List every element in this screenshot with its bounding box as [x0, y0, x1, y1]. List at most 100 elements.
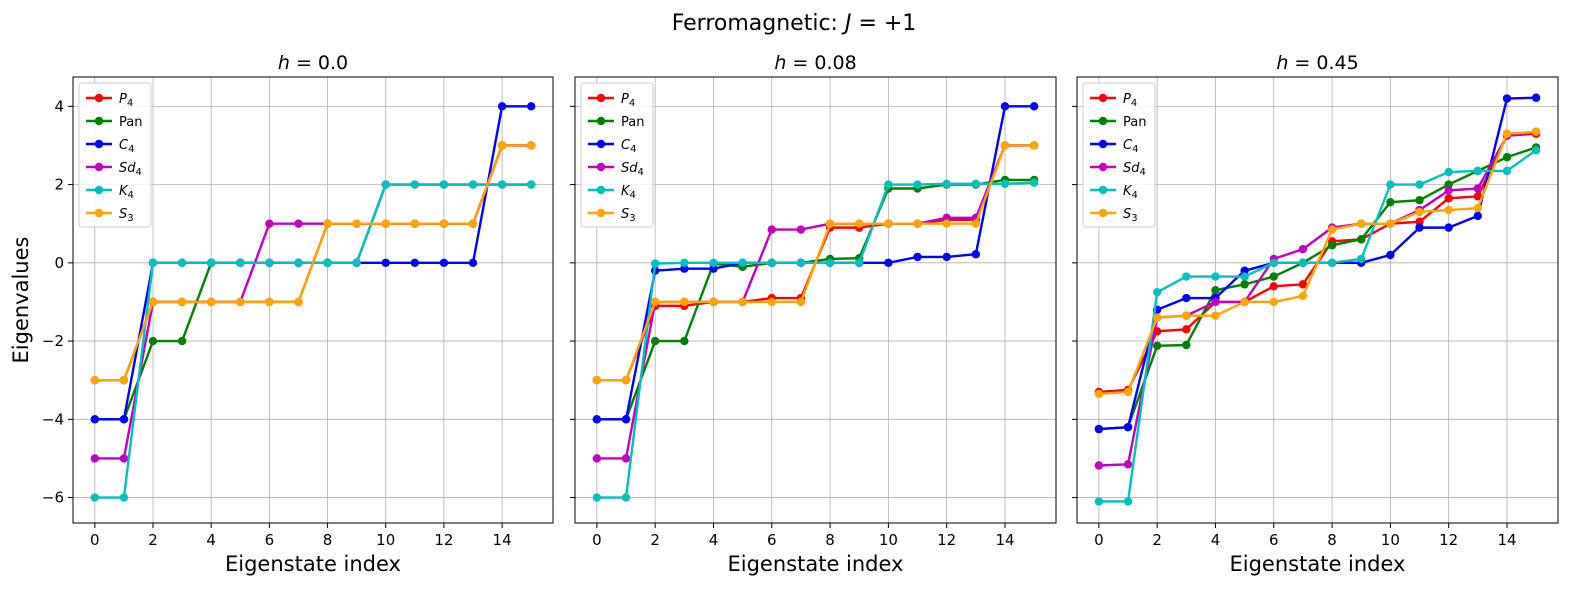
data-point [148, 258, 158, 268]
data-point [650, 297, 660, 307]
data-point [709, 258, 718, 268]
data-point [1211, 297, 1220, 307]
data-point [1298, 244, 1308, 254]
x-tick-label: 2 [650, 531, 660, 549]
data-point [119, 493, 129, 502]
x-tick-label: 8 [1327, 531, 1337, 549]
data-point [1444, 205, 1453, 215]
x-tick-label: 10 [879, 531, 898, 549]
data-point [884, 180, 893, 189]
data-point [650, 336, 660, 346]
data-point [177, 297, 187, 307]
x-tick-label: 4 [1211, 531, 1221, 549]
data-point [1298, 291, 1308, 301]
legend-marker [1098, 139, 1108, 149]
data-point [468, 180, 478, 189]
data-point [1386, 250, 1395, 260]
data-point [1000, 102, 1010, 111]
data-point [1000, 141, 1010, 150]
legend-marker [94, 116, 104, 126]
data-point [1531, 127, 1541, 136]
axes-frame [1076, 76, 1559, 524]
legend-marker [94, 93, 104, 103]
legend-marker [1098, 93, 1108, 103]
data-point [1415, 217, 1424, 226]
legend-item: P4 [1090, 92, 1137, 109]
legend-marker [596, 116, 606, 126]
data-point [621, 376, 631, 385]
data-point [1415, 207, 1424, 217]
series-line-s3 [596, 144, 1035, 382]
data-point [323, 258, 332, 268]
data-point [971, 179, 981, 189]
series-line-s3 [1098, 130, 1537, 396]
data-point [884, 258, 893, 268]
data-point [592, 454, 602, 463]
data-point [1415, 180, 1424, 189]
data-point [1240, 297, 1249, 307]
data-point [1444, 186, 1453, 195]
data-point [177, 336, 187, 346]
data-point [1269, 258, 1278, 268]
data-point [1386, 197, 1395, 207]
y-tick-label: −2 [42, 332, 64, 350]
data-point [680, 258, 689, 268]
data-point [1211, 286, 1220, 295]
x-tick-label: 0 [1094, 531, 1104, 549]
data-point [1444, 223, 1453, 232]
legend-item: Sd4 [86, 161, 142, 178]
data-point [1094, 424, 1104, 434]
data-point [796, 297, 806, 307]
x-tick-label: 6 [265, 531, 275, 549]
legend-marker [94, 139, 104, 149]
data-point [942, 219, 951, 228]
legend-box [78, 82, 152, 228]
legend-item: S3 [86, 207, 134, 224]
legend-label: Pan [621, 115, 644, 130]
data-point [1298, 280, 1308, 289]
data-point [1182, 272, 1191, 281]
data-point [1211, 272, 1220, 281]
data-point [825, 258, 835, 268]
legend-marker [596, 162, 606, 172]
x-tick-label: 8 [323, 531, 333, 549]
data-point [468, 258, 478, 268]
data-point [1182, 311, 1191, 320]
data-point [236, 258, 245, 268]
data-point [709, 297, 718, 307]
data-point [1123, 387, 1133, 397]
legend-item: C4 [86, 138, 134, 155]
data-point [90, 376, 100, 385]
data-point [410, 219, 420, 228]
data-point [1152, 287, 1162, 297]
data-point [592, 493, 602, 502]
series-line-k4 [1098, 149, 1537, 503]
y-tick-label: 2 [54, 176, 64, 194]
data-point [352, 219, 361, 228]
data-point [1327, 258, 1337, 268]
data-point [352, 258, 361, 268]
data-point [1444, 167, 1453, 177]
data-point [1029, 178, 1039, 187]
data-point [1327, 241, 1337, 250]
legend-marker [596, 93, 606, 103]
legend-marker [596, 185, 606, 195]
x-tick-label: 6 [1269, 531, 1279, 549]
data-point [1182, 293, 1191, 303]
data-point [1357, 254, 1366, 264]
legend-item: K4 [1090, 184, 1138, 201]
legend-item: S3 [588, 207, 636, 224]
panel-title: h = 0.08 [774, 52, 856, 74]
legend-item: Sd4 [1090, 161, 1146, 178]
data-point [1327, 225, 1337, 234]
data-point [913, 219, 922, 228]
data-point [738, 258, 747, 268]
x-tick-label: 2 [1152, 531, 1162, 549]
data-point [942, 179, 951, 189]
axes-frame [574, 76, 1057, 524]
data-point [1386, 219, 1395, 228]
data-point [1298, 258, 1308, 268]
legend-marker [94, 208, 104, 218]
data-point [1094, 389, 1104, 399]
legend-label: Pan [1123, 115, 1146, 130]
